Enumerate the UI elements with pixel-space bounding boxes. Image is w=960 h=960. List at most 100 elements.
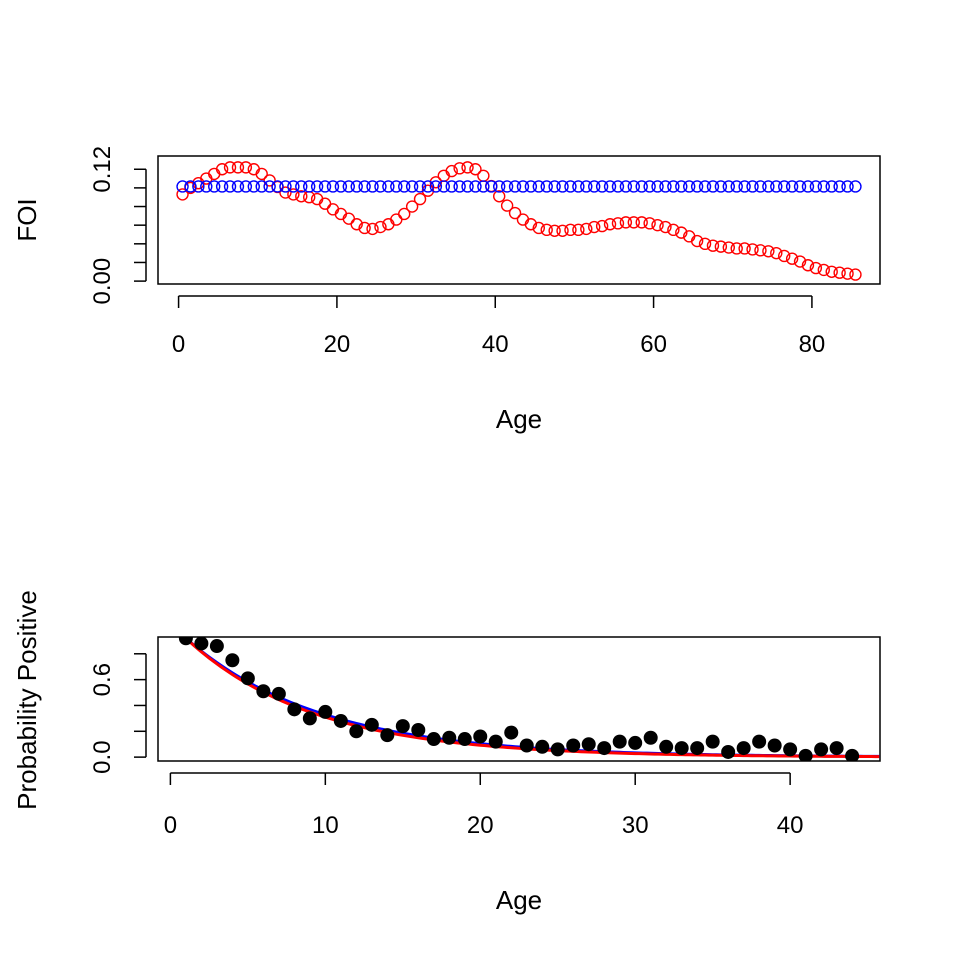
probability-point <box>814 742 829 757</box>
probability-point <box>628 735 643 750</box>
foi-point-series-1 <box>374 220 387 234</box>
foi-point-series-2 <box>580 180 593 193</box>
probability-y-axis: 0.0 0.6 <box>89 653 147 774</box>
probability-point <box>302 711 317 726</box>
foi-point-series-2 <box>239 180 253 193</box>
foi-point-series-2 <box>208 180 221 193</box>
foi-point-series-2 <box>611 180 625 193</box>
probability-panel: 0 10 20 30 40 0.0 0.6 Age Probability Positiv… <box>12 590 881 915</box>
probability-point <box>674 741 689 756</box>
probability-point <box>845 748 860 761</box>
probability-point <box>705 734 720 749</box>
foi-point-series-1 <box>405 200 419 213</box>
probability-y-tick-label: 0.6 <box>89 663 116 696</box>
probability-point <box>225 653 240 668</box>
foi-point-series-1 <box>793 255 807 268</box>
foi-point-series-1 <box>572 223 585 237</box>
foi-point-series-2 <box>778 180 791 193</box>
foi-point-series-2 <box>184 180 197 193</box>
foi-point-series-2 <box>651 180 664 193</box>
foi-point-series-1 <box>619 216 633 229</box>
foi-point-series-2 <box>374 180 387 193</box>
probability-point <box>287 702 302 717</box>
foi-point-series-2 <box>215 180 229 193</box>
probability-point <box>643 730 658 745</box>
foi-point-series-1 <box>231 161 245 174</box>
foi-point-series-1 <box>564 223 577 237</box>
foi-point-series-2 <box>247 180 260 193</box>
foi-point-series-1 <box>643 217 656 230</box>
foi-point-series-1 <box>263 174 276 187</box>
probability-plot-frame <box>157 636 881 762</box>
foi-point-series-2 <box>287 180 300 193</box>
probability-point <box>519 738 534 753</box>
foi-point-series-2 <box>548 180 561 193</box>
foi-point-series-2 <box>295 180 308 193</box>
probability-point <box>767 738 782 753</box>
foi-point-series-2 <box>200 180 213 193</box>
foi-point-series-2 <box>619 180 633 193</box>
foi-point-series-2 <box>445 180 458 193</box>
probability-point <box>550 742 565 757</box>
foi-point-series-2 <box>714 180 728 193</box>
probability-point <box>240 671 255 686</box>
foi-point-series-2 <box>849 180 862 193</box>
foi-point-series-1 <box>398 207 411 221</box>
foi-point-series-1 <box>667 223 680 237</box>
foi-point-series-1 <box>580 222 593 236</box>
foi-point-series-2 <box>279 180 292 193</box>
foi-point-series-2 <box>690 180 704 193</box>
foi-point-series-2 <box>477 180 490 193</box>
foi-point-series-1 <box>595 219 609 233</box>
probability-point <box>612 734 627 749</box>
probability-point <box>178 637 193 646</box>
foi-point-series-2 <box>334 180 348 193</box>
foi-point-series-2 <box>413 180 427 193</box>
foi-point-series-2 <box>461 180 474 193</box>
probability-point <box>349 724 364 739</box>
probability-x-tick-label: 40 <box>777 812 804 839</box>
foi-point-series-1 <box>754 244 767 257</box>
foi-point-series-2 <box>793 180 807 193</box>
foi-point-series-2 <box>310 180 324 193</box>
probability-point <box>256 684 271 699</box>
foi-point-series-1 <box>690 234 704 248</box>
probability-x-axis-label: Age <box>496 885 542 915</box>
foi-point-series-1 <box>778 249 791 263</box>
foi-point-series-2 <box>698 180 712 193</box>
probability-point <box>736 741 751 756</box>
probability-point <box>426 732 441 747</box>
foi-point-series-1 <box>627 216 640 229</box>
foi-point-series-2 <box>746 180 759 193</box>
probability-point <box>783 742 798 757</box>
foi-x-tick-label: 40 <box>482 331 509 358</box>
foi-point-series-1 <box>762 245 775 258</box>
foi-point-series-1 <box>287 188 300 201</box>
foi-point-series-2 <box>508 180 522 193</box>
probability-point <box>535 739 550 754</box>
foi-point-series-2 <box>659 180 672 193</box>
foi-point-series-1 <box>524 218 538 231</box>
foi-point-series-1 <box>651 218 664 232</box>
foi-point-series-2 <box>405 180 419 193</box>
foi-point-series-2 <box>801 180 815 193</box>
foi-point-series-1 <box>603 218 617 231</box>
foi-x-axis-label: Age <box>496 404 542 434</box>
probability-point <box>209 639 224 654</box>
foi-point-series-2 <box>627 180 640 193</box>
probability-point <box>829 741 844 756</box>
foi-point-series-2 <box>524 180 538 193</box>
foi-point-series-2 <box>303 180 316 193</box>
foi-point-series-1 <box>817 263 830 277</box>
foi-point-series-2 <box>643 180 656 193</box>
foi-point-series-1 <box>706 239 720 252</box>
foi-point-series-2 <box>564 180 577 193</box>
probability-point <box>333 713 348 728</box>
probability-point <box>194 637 209 651</box>
foi-point-series-2 <box>398 180 411 193</box>
probability-point <box>442 730 457 745</box>
foi-point-series-1 <box>508 206 522 220</box>
probability-x-tick-label: 10 <box>312 812 339 839</box>
probability-point <box>457 732 472 747</box>
foi-point-series-2 <box>382 180 395 193</box>
